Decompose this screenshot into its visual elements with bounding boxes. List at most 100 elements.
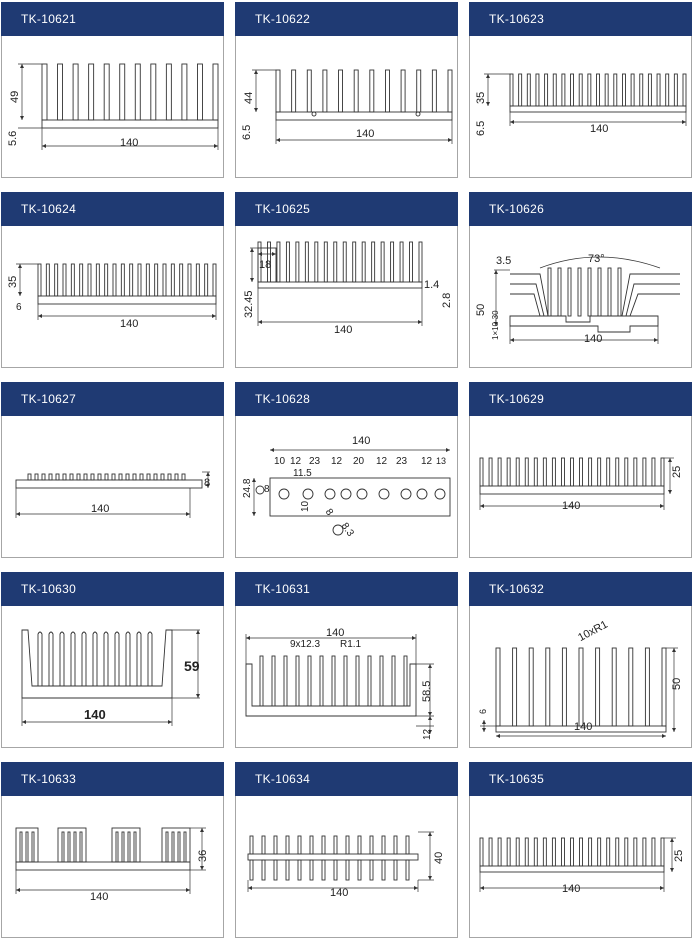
heatsink-fin [212,263,217,297]
heatsink-fin [249,835,254,855]
product-card-tk10632: TK-10632 10xR1 50 6 140 [469,572,692,748]
heatsink-fin [129,263,134,297]
dimension-arrow [494,270,498,274]
angled-fin [625,283,680,317]
mount-hole [278,488,290,500]
heatsink-profile-svg: 44 6.5 140 [241,69,453,144]
base-dim: 6.5 [475,121,487,136]
fin-block [57,827,87,863]
product-code: TK-10633 [1,762,224,796]
heatsink-fin [409,241,413,283]
fin-count-dim: 9x12.3 [290,639,320,650]
heatsink-fin [588,837,593,867]
product-code: TK-10624 [1,192,224,226]
heatsink-fin [418,241,423,283]
dimension-arrow [446,448,450,452]
heatsink-fin [533,837,538,867]
height-dim: 44 [243,92,255,104]
product-card-tk10621: TK-10621 49 5.6 140 [1,2,224,178]
product-code: TK-10621 [1,2,224,36]
heatsink-fin [283,655,288,707]
heatsink-fin [295,241,300,283]
heatsink-drawing: 44 6.5 140 [235,36,458,178]
dimension-arrow [428,832,432,836]
pitch-dim: 13 [436,456,446,466]
heatsink-fin [561,73,566,107]
heatsink-fin [249,859,254,881]
base-dim: 6.5 [241,125,253,140]
heatsink-fin [515,457,520,487]
dimension-arrow [250,278,254,282]
fin-block [15,827,39,863]
heatsink-fin [479,837,484,867]
dimension-arrow [250,248,254,252]
dimension-arrow [200,828,204,832]
heatsink-fin [588,457,593,487]
dimension-arrow [672,648,676,652]
heatsink-base [509,105,687,113]
heatsink-drawing: 3.5 73° 50 1×10-30 140 [469,226,692,368]
heatsink-fin [624,457,629,487]
heatsink-fin [597,267,602,317]
width-dim: 140 [334,324,352,336]
heatsink-fin [447,69,453,113]
heatsink-fin [195,263,200,297]
heatsink-fin [70,263,75,297]
heatsink-fin [48,631,54,686]
heatsink-fin [54,263,59,297]
heatsink-fin [319,655,324,707]
heatsink-fin [515,837,520,867]
heatsink-profile-svg: 35 6 140 [7,263,217,330]
heatsink-fin [633,837,638,867]
heatsink-fin [171,831,175,863]
heatsink-fin [342,241,347,283]
heatsink-fin [259,655,264,707]
heatsink-fin [369,859,374,881]
heatsink-fin [88,63,95,121]
heatsink-fin [660,837,665,867]
heatsink-fin [285,859,290,881]
heatsink-fin [381,835,386,855]
heatsink-fin [118,473,123,481]
heatsink-fin [285,241,290,283]
heatsink-fin [369,835,374,855]
heatsink-fin [115,831,119,863]
heatsink-fin [304,241,309,283]
heatsink-fin [595,647,601,727]
dimension-arrow [254,70,258,74]
heatsink-fin [103,631,109,686]
heatsink-fin [405,859,410,881]
product-code: TK-10628 [235,382,458,416]
heatsink-fin [150,63,157,121]
heatsink-profile-svg: 25 140 [479,457,683,512]
fin-block [111,827,141,863]
heatsink-base [479,485,665,495]
dimension-arrow [276,138,280,142]
heatsink-fin [261,859,266,881]
dimension-arrow [252,478,256,482]
heatsink-fin [79,831,83,863]
heatsink-fin [545,647,551,727]
heatsink-fin [579,837,584,867]
heatsink-fin [81,631,87,686]
pitch-dim: 20 [353,456,365,467]
heatsink-fin [112,263,117,297]
heatsink-fin [656,73,661,107]
heatsink-fin [615,457,620,487]
dimension-arrow [418,320,422,324]
heatsink-fin [34,473,39,481]
heatsink-fin [578,73,583,107]
heatsink-fin [567,267,572,317]
heatsink-profile-svg: 8 140 [15,471,210,518]
heatsink-fin [181,63,188,121]
product-card-tk10626: TK-10626 3.5 73° 50 1×10-30 140 [469,192,692,368]
dimension-arrow [480,886,484,890]
angled-fin [510,273,549,317]
dimension-arrow [660,504,664,508]
heatsink-fin [125,473,130,481]
height-dim: 25 [673,850,685,862]
heatsink-fin [578,647,584,727]
heatsink-fin [73,831,77,863]
heatsink-fin [512,647,518,727]
dimension-arrow [42,144,46,148]
